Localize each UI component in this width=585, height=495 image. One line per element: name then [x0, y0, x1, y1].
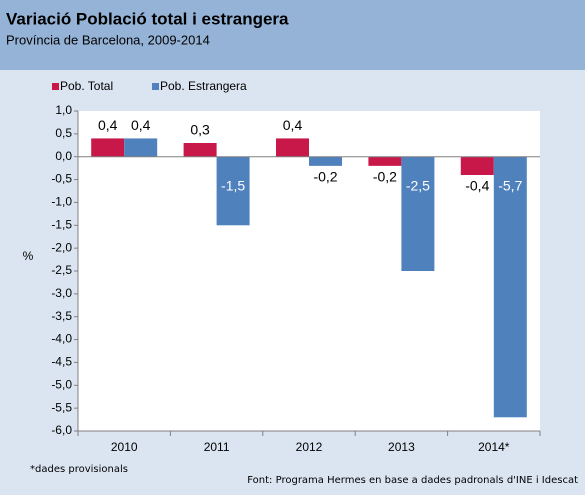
data-label: 0,4: [283, 117, 303, 133]
y-tick-label: -4,0: [51, 332, 72, 346]
data-label: -0,2: [313, 169, 337, 185]
x-tick-label: 2014*: [478, 440, 510, 454]
y-tick-label: -4,5: [51, 355, 72, 369]
x-tick-label: 2010: [111, 440, 138, 454]
x-tick-label: 2011: [204, 440, 230, 454]
data-label: -0,4: [465, 178, 489, 194]
bar: [216, 156, 250, 226]
data-label: -1,5: [221, 177, 245, 193]
header-band: [0, 0, 585, 70]
x-tick-label: 2013: [388, 440, 415, 454]
y-tick-label: -2,0: [51, 240, 72, 254]
legend-label: Pob. Total: [60, 79, 113, 93]
bar: [493, 156, 527, 418]
y-tick-label: -1,5: [51, 217, 72, 231]
y-tick-label: 0,5: [55, 126, 72, 140]
footnote: *dades provisionals: [30, 464, 128, 475]
chart-subtitle: Província de Barcelona, 2009-2014: [6, 32, 210, 47]
bar: [401, 156, 435, 271]
y-tick-label: -5,0: [51, 377, 72, 391]
bar: [460, 156, 494, 175]
y-tick-label: -5,5: [51, 400, 72, 414]
chart-title: Variació Població total i estrangera: [6, 9, 289, 28]
y-tick-label: -0,5: [51, 172, 72, 186]
y-tick-label: -3,5: [51, 309, 72, 323]
bar: [309, 156, 342, 166]
source: Font: Programa Hermes en base a dades pa…: [247, 475, 578, 486]
legend-swatch: [52, 83, 59, 90]
legend-label: Pob. Estrangera: [160, 79, 247, 93]
y-tick-label: -3,0: [51, 286, 72, 300]
data-label: 0,4: [131, 117, 151, 133]
x-tick-label: 2012: [296, 440, 323, 454]
bar: [183, 143, 217, 157]
legend-swatch: [152, 83, 159, 90]
bar: [91, 138, 125, 157]
y-tick-label: 1,0: [55, 103, 72, 117]
data-label: 0,3: [190, 122, 210, 138]
data-label: -2,5: [406, 177, 430, 193]
y-axis-label: %: [23, 249, 34, 263]
y-tick-label: 0,0: [55, 149, 72, 163]
data-label: -0,2: [373, 169, 397, 185]
y-tick-label: -2,5: [51, 263, 72, 277]
data-label: 0,4: [98, 117, 118, 133]
bar: [276, 138, 309, 157]
y-tick-label: -1,0: [51, 195, 72, 209]
bar: [124, 138, 158, 157]
data-label: -5,7: [498, 177, 522, 193]
bar: [368, 156, 402, 166]
y-tick-label: -6,0: [51, 423, 72, 437]
